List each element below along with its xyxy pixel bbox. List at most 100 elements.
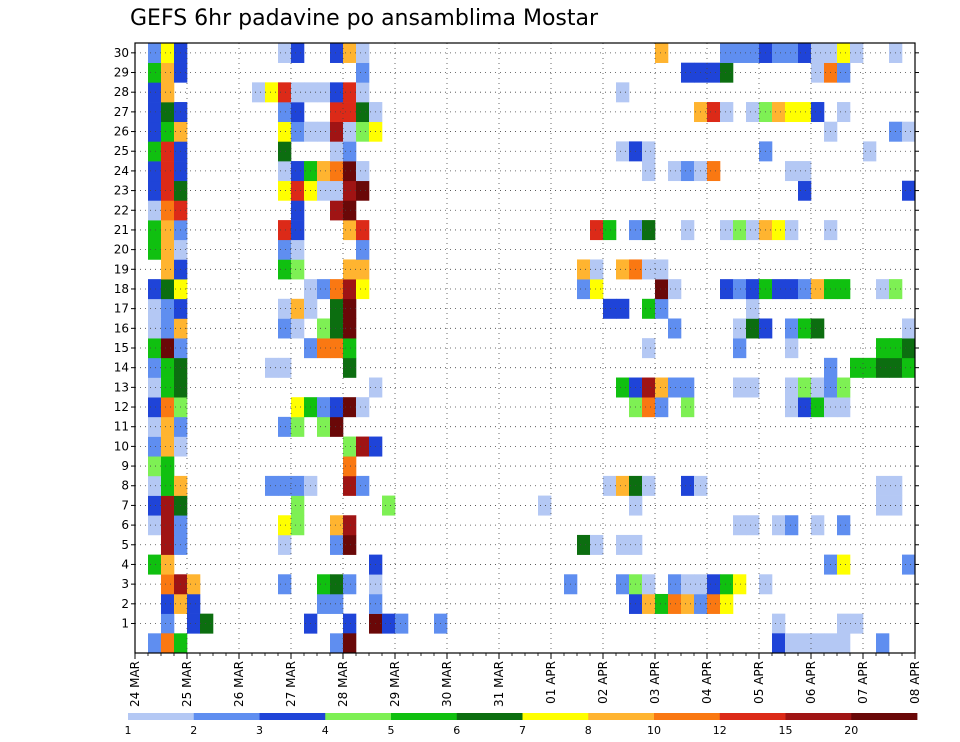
heatmap-cell (798, 377, 812, 398)
heatmap-cell (343, 456, 357, 477)
heatmap-cell (772, 515, 786, 536)
y-tick-label: 22 (114, 203, 129, 217)
heatmap-cell (278, 220, 292, 241)
heatmap-cell (148, 102, 162, 123)
heatmap-cell (161, 62, 175, 83)
heatmap-cell (356, 436, 370, 457)
heatmap-cell (291, 82, 305, 103)
heatmap-cell (902, 121, 916, 142)
y-tick-label: 7 (121, 498, 129, 512)
heatmap-cell (187, 613, 201, 634)
colorbar-swatch (588, 713, 655, 720)
heatmap-cell (785, 338, 799, 359)
y-tick-label: 9 (121, 459, 129, 473)
heatmap-cell (356, 161, 370, 182)
heatmap-cell (317, 121, 331, 142)
x-tick-label: 26 MAR (232, 661, 246, 707)
heatmap-cell (330, 298, 344, 319)
x-tick-label: 27 MAR (284, 661, 298, 707)
x-tick-label: 30 MAR (440, 661, 454, 707)
y-tick-label: 28 (114, 85, 129, 99)
heatmap-cell (278, 574, 292, 595)
colorbar-swatch (193, 713, 260, 720)
x-tick-label: 01 APR (544, 661, 558, 704)
heatmap-cell (681, 220, 695, 241)
heatmap-cell (330, 102, 344, 123)
heatmap-cell (837, 613, 851, 634)
heatmap-cell (330, 180, 344, 201)
heatmap-cell (148, 436, 162, 457)
colorbar-label: 3 (256, 724, 263, 737)
y-tick-label: 23 (114, 184, 129, 198)
colorbar-swatch (851, 713, 918, 720)
heatmap-cell (161, 357, 175, 378)
y-tick-label: 25 (114, 144, 129, 158)
heatmap-cell (590, 259, 604, 280)
colorbar-swatch (654, 713, 721, 720)
heatmap-cell (668, 377, 682, 398)
heatmap-cell (278, 102, 292, 123)
heatmap-cell (343, 298, 357, 319)
heatmap-cell (733, 515, 747, 536)
heatmap-cell (772, 220, 786, 241)
heatmap-cell (785, 318, 799, 339)
heatmap-cell (343, 82, 357, 103)
heatmap-cell (343, 436, 357, 457)
heatmap-cell (148, 239, 162, 260)
heatmap-cell (291, 161, 305, 182)
heatmap-cell (161, 259, 175, 280)
heatmap-cell (642, 397, 656, 418)
heatmap-cell (655, 259, 669, 280)
heatmap-cell (317, 574, 331, 595)
y-tick-label: 6 (121, 518, 129, 532)
heatmap-cell (356, 239, 370, 260)
heatmap-cell (772, 279, 786, 300)
heatmap-cell (148, 121, 162, 142)
heatmap-cell (642, 259, 656, 280)
x-tick-label: 08 APR (908, 661, 922, 704)
heatmap-cell (590, 220, 604, 241)
heatmap-cell (733, 43, 747, 63)
heatmap-cell (837, 279, 851, 300)
heatmap-cell (278, 318, 292, 339)
heatmap-cell (811, 377, 825, 398)
colorbar-swatch (522, 713, 589, 720)
heatmap-cell (148, 338, 162, 359)
y-tick-label: 10 (114, 439, 129, 453)
colorbar-label: 6 (453, 724, 460, 737)
heatmap-cell (746, 43, 760, 63)
heatmap-cell (317, 397, 331, 418)
heatmap-cell (317, 180, 331, 201)
heatmap-cell (707, 161, 721, 182)
heatmap-cell (746, 298, 760, 319)
heatmap-cell (148, 554, 162, 575)
heatmap-cell (785, 377, 799, 398)
heatmap-cell (876, 475, 890, 496)
heatmap-cell (148, 456, 162, 477)
heatmap-cell (681, 593, 695, 614)
heatmap-cell (356, 397, 370, 418)
y-tick-label: 26 (114, 125, 129, 139)
heatmap-cell (330, 82, 344, 103)
heatmap-cell (161, 633, 175, 654)
heatmap-cell (616, 298, 630, 319)
heatmap-cell (785, 102, 799, 123)
heatmap-cell (356, 43, 370, 63)
y-tick-label: 1 (121, 616, 129, 630)
heatmap-cell (798, 318, 812, 339)
heatmap-cell (148, 298, 162, 319)
heatmap-cell (798, 397, 812, 418)
x-tick-label: 07 APR (856, 661, 870, 704)
heatmap-cell (291, 416, 305, 437)
heatmap-cell (603, 298, 617, 319)
heatmap-cell (278, 515, 292, 536)
x-tick-label: 24 MAR (128, 661, 142, 707)
heatmap-cell (291, 200, 305, 221)
heatmap-cell (720, 220, 734, 241)
chart-title: GEFS 6hr padavine po ansamblima Mostar (130, 6, 599, 31)
heatmap-cell (902, 554, 916, 575)
colorbar-label: 1 (125, 724, 132, 737)
heatmap-cell (668, 161, 682, 182)
heatmap-cell (278, 141, 292, 162)
heatmap-cell (148, 62, 162, 83)
